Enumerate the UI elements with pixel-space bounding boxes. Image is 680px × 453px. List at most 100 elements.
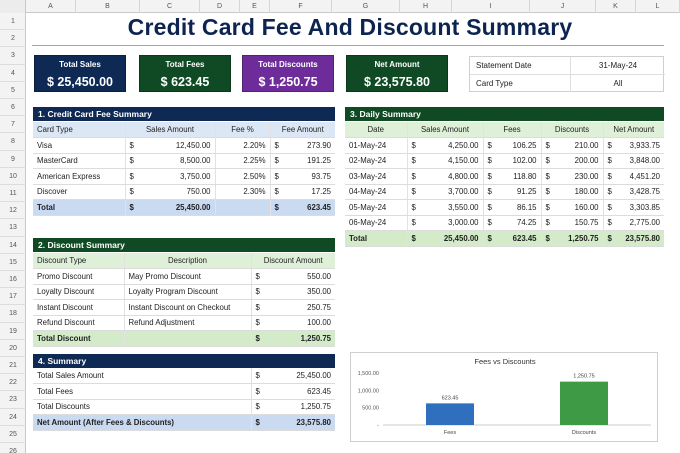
discount-type-cell[interactable]: Instant Discount bbox=[33, 299, 124, 316]
summary-value-cell[interactable]: $25,450.00 bbox=[250, 368, 335, 384]
card-type-cell[interactable]: MasterCard bbox=[33, 153, 125, 169]
column-header[interactable]: F bbox=[270, 0, 332, 13]
summary-net-row[interactable]: Net Amount (After Fees & Discounts) $23,… bbox=[33, 414, 335, 431]
total-net-cell[interactable]: $23,575.80 bbox=[602, 230, 664, 247]
fee-pct-cell[interactable]: 2.50% bbox=[214, 168, 270, 185]
row-header[interactable]: 25 bbox=[0, 426, 26, 443]
kpi-total-sales[interactable]: Total Sales $ 25,450.00 bbox=[34, 55, 126, 92]
table-row[interactable]: 01-May-24 $4,250.00 $106.25 $210.00 $3,933.7… bbox=[345, 137, 664, 154]
row-header[interactable]: 20 bbox=[0, 340, 26, 357]
table-total-row[interactable]: Total $25,450.00 $623.45 bbox=[33, 199, 335, 216]
discount-type-cell[interactable]: Promo Discount bbox=[33, 268, 124, 285]
discount-amount-cell[interactable]: $350.00 bbox=[250, 284, 335, 300]
row-header[interactable]: 12 bbox=[0, 202, 26, 220]
column-header[interactable]: C bbox=[140, 0, 200, 13]
table-total-row[interactable]: Total $25,450.00 $623.45 $1,250.75 $23,5… bbox=[345, 230, 664, 247]
row-header[interactable]: 4 bbox=[0, 65, 26, 82]
sales-amount-cell[interactable]: $3,750.00 bbox=[124, 168, 215, 185]
row-header[interactable]: 17 bbox=[0, 288, 26, 306]
col-net-amount[interactable]: Net Amount bbox=[602, 122, 664, 138]
card-type-cell[interactable]: American Express bbox=[33, 168, 125, 185]
total-fees-cell[interactable]: $623.45 bbox=[482, 230, 541, 247]
net-amount-cell[interactable]: $3,428.75 bbox=[602, 184, 664, 200]
column-header[interactable]: L bbox=[636, 0, 680, 13]
fees-cell[interactable]: $102.00 bbox=[482, 153, 541, 169]
discount-amount-cell[interactable]: $250.75 bbox=[250, 299, 335, 316]
row-header[interactable]: 2 bbox=[0, 30, 26, 48]
net-amount-cell[interactable]: $3,303.85 bbox=[602, 199, 664, 216]
total-fee-cell[interactable]: $623.45 bbox=[269, 199, 335, 216]
discounts-cell[interactable]: $150.75 bbox=[540, 215, 603, 231]
statement-date-value[interactable]: 31-May-24 bbox=[570, 57, 665, 74]
row-header[interactable]: 18 bbox=[0, 305, 26, 323]
fee-amount-cell[interactable]: $273.90 bbox=[269, 137, 335, 154]
net-amount-cell[interactable]: $3,933.75 bbox=[602, 137, 664, 154]
row-header[interactable]: 14 bbox=[0, 237, 26, 254]
net-value-cell[interactable]: $23,575.80 bbox=[250, 414, 335, 431]
date-cell[interactable]: 02-May-24 bbox=[345, 153, 407, 169]
discounts-cell[interactable]: $210.00 bbox=[540, 137, 603, 154]
table-row[interactable]: Discover $750.00 2.30% $17.25 bbox=[33, 184, 335, 200]
col-card-type[interactable]: Card Type bbox=[33, 122, 125, 138]
table-row[interactable]: 04-May-24 $3,700.00 $91.25 $180.00 $3,428.75 bbox=[345, 184, 664, 200]
row-header[interactable]: 22 bbox=[0, 374, 26, 392]
description-cell[interactable]: Refund Adjustment bbox=[123, 315, 251, 331]
sales-amount-cell[interactable]: $8,500.00 bbox=[124, 153, 215, 169]
table-row[interactable]: 05-May-24 $3,550.00 $86.15 $160.00 $3,303.85 bbox=[345, 199, 664, 216]
summary-value-cell[interactable]: $1,250.75 bbox=[250, 399, 335, 415]
card-type-cell[interactable]: Visa bbox=[33, 137, 125, 154]
summary-label-cell[interactable]: Total Discounts bbox=[33, 399, 251, 415]
date-cell[interactable]: 01-May-24 bbox=[345, 137, 407, 154]
discount-type-cell[interactable]: Refund Discount bbox=[33, 315, 124, 331]
column-header[interactable]: J bbox=[530, 0, 596, 13]
column-header[interactable]: A bbox=[26, 0, 76, 13]
row-header[interactable]: 13 bbox=[0, 219, 26, 237]
summary-label-cell[interactable]: Total Sales Amount bbox=[33, 368, 251, 384]
fees-cell[interactable]: $86.15 bbox=[482, 199, 541, 216]
row-header[interactable]: 8 bbox=[0, 133, 26, 151]
discounts-cell[interactable]: $180.00 bbox=[540, 184, 603, 200]
empty-cell[interactable] bbox=[214, 199, 270, 216]
table-row[interactable]: Refund Discount Refund Adjustment $100.00 bbox=[33, 315, 335, 331]
table-row[interactable]: American Express $3,750.00 2.50% $93.75 bbox=[33, 168, 335, 185]
row-header[interactable]: 9 bbox=[0, 151, 26, 168]
discount-amount-cell[interactable]: $100.00 bbox=[250, 315, 335, 331]
card-type-cell[interactable]: Discover bbox=[33, 184, 125, 200]
table-total-row[interactable]: Total Discount $1,250.75 bbox=[33, 330, 335, 347]
col-description[interactable]: Description bbox=[123, 253, 251, 269]
kpi-total-fees[interactable]: Total Fees $ 623.45 bbox=[139, 55, 231, 92]
column-header[interactable]: I bbox=[452, 0, 530, 13]
total-sales-cell[interactable]: $25,450.00 bbox=[406, 230, 483, 247]
fees-cell[interactable]: $91.25 bbox=[482, 184, 541, 200]
col-date[interactable]: Date bbox=[345, 122, 407, 138]
sales-amount-cell[interactable]: $3,700.00 bbox=[406, 184, 483, 200]
col-sales-amount[interactable]: Sales Amount bbox=[124, 122, 215, 138]
fees-vs-discounts-chart[interactable]: Fees vs Discounts - 500.00 1,000.00 1,500.00… bbox=[350, 352, 658, 442]
select-all-corner[interactable] bbox=[0, 0, 26, 13]
table-row[interactable]: Visa $12,450.00 2.20% $273.90 bbox=[33, 137, 335, 154]
discount-amount-cell[interactable]: $550.00 bbox=[250, 268, 335, 285]
fees-cell[interactable]: $118.80 bbox=[482, 168, 541, 185]
row-header[interactable]: 10 bbox=[0, 168, 26, 185]
col-sales-amount[interactable]: Sales Amount bbox=[406, 122, 483, 138]
fees-cell[interactable]: $106.25 bbox=[482, 137, 541, 154]
total-discount-cell[interactable]: $1,250.75 bbox=[250, 330, 335, 347]
row-header[interactable]: 1 bbox=[0, 13, 26, 31]
discount-type-cell[interactable]: Loyalty Discount bbox=[33, 284, 124, 300]
net-amount-cell[interactable]: $3,848.00 bbox=[602, 153, 664, 169]
kpi-net-amount[interactable]: Net Amount $ 23,575.80 bbox=[346, 55, 448, 92]
row-header[interactable]: 6 bbox=[0, 99, 26, 117]
row-header[interactable]: 23 bbox=[0, 391, 26, 409]
description-cell[interactable]: May Promo Discount bbox=[123, 268, 251, 285]
table-row[interactable]: 06-May-24 $3,000.00 $74.25 $150.75 $2,775.00 bbox=[345, 215, 664, 231]
sales-amount-cell[interactable]: $4,800.00 bbox=[406, 168, 483, 185]
date-cell[interactable]: 06-May-24 bbox=[345, 215, 407, 231]
card-type-value[interactable]: All bbox=[570, 75, 665, 92]
table-row[interactable]: MasterCard $8,500.00 2.25% $191.25 bbox=[33, 153, 335, 169]
row-header[interactable]: 5 bbox=[0, 82, 26, 99]
fee-amount-cell[interactable]: $191.25 bbox=[269, 153, 335, 169]
row-header[interactable]: 3 bbox=[0, 47, 26, 65]
kpi-total-discounts[interactable]: Total Discounts $ 1,250.75 bbox=[242, 55, 334, 92]
total-sales-cell[interactable]: $25,450.00 bbox=[124, 199, 215, 216]
col-discounts[interactable]: Discounts bbox=[540, 122, 603, 138]
